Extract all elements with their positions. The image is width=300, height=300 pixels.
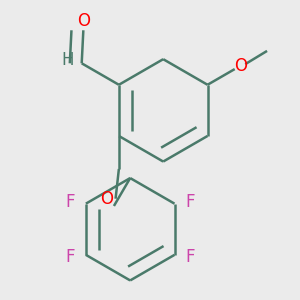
Text: H: H: [61, 51, 74, 69]
Text: O: O: [234, 57, 247, 75]
Text: F: F: [65, 193, 75, 211]
Text: F: F: [186, 248, 195, 266]
Text: O: O: [77, 12, 90, 30]
Text: F: F: [65, 248, 75, 266]
Text: O: O: [100, 190, 113, 208]
Text: F: F: [186, 193, 195, 211]
